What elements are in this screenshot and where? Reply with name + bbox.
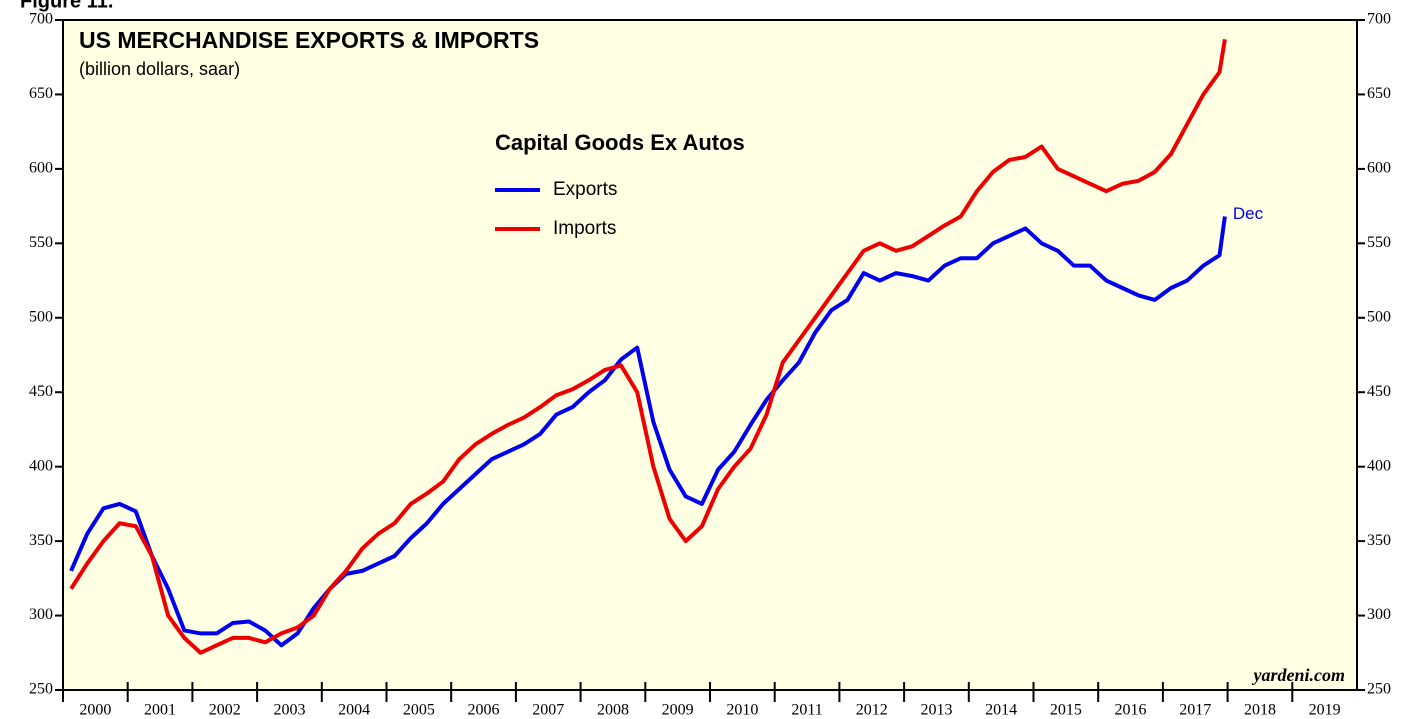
x-tick-label: 2011	[791, 702, 822, 719]
line-series	[69, 39, 1227, 655]
y-tick-label: 500	[29, 308, 53, 325]
x-tick-label: 2016	[1115, 702, 1147, 719]
x-tick-label: 2007	[532, 702, 564, 719]
y-tick-label: 450	[29, 383, 53, 400]
y-tick-label: 700	[29, 11, 53, 28]
legend-label: Imports	[553, 218, 616, 239]
y-tick-label: 350	[29, 532, 53, 549]
y-tick-label: 300	[29, 606, 53, 623]
x-tick-label: 2019	[1309, 702, 1341, 719]
x-tick-label: 2010	[726, 702, 758, 719]
x-tick-label: 2006	[468, 702, 500, 719]
plot-area	[62, 19, 1358, 691]
source: yardeni.com	[1252, 665, 1346, 685]
y2-tick-label: 650	[1367, 85, 1391, 102]
y-tick-label: 600	[29, 160, 53, 177]
y-tick-label: 650	[29, 85, 53, 102]
y-tick-label: 400	[29, 457, 53, 474]
line-series	[69, 216, 1227, 648]
x-tick-label: 2014	[985, 702, 1017, 719]
y2-tick-label: 350	[1367, 532, 1391, 549]
x-tick-label: 2017	[1179, 702, 1211, 719]
y-tick-label: 550	[29, 234, 53, 251]
y2-tick-label: 700	[1367, 11, 1391, 28]
x-tick-label: 2004	[338, 702, 370, 719]
y2-tick-label: 550	[1367, 234, 1391, 251]
legend-title: Capital Goods Ex Autos	[495, 130, 745, 155]
x-tick-label: 2018	[1244, 702, 1276, 719]
subtitle: (billion dollars, saar)	[79, 59, 240, 79]
x-tick-label: 2015	[1050, 702, 1082, 719]
y-tick-label: 250	[29, 681, 53, 698]
y2-tick-label: 600	[1367, 160, 1391, 177]
y2-tick-label: 300	[1367, 606, 1391, 623]
x-tick-label: 2008	[597, 702, 629, 719]
y2-tick-label: 500	[1367, 308, 1391, 325]
y2-tick-label: 400	[1367, 457, 1391, 474]
x-tick-label: 2012	[856, 702, 888, 719]
x-tick-label: 2002	[209, 702, 241, 719]
x-tick-label: 2005	[403, 702, 435, 719]
end-label: Dec	[1233, 204, 1264, 223]
x-tick-label: 2000	[79, 702, 111, 719]
x-tick-label: 2013	[920, 702, 952, 719]
y2-tick-label: 250	[1367, 681, 1391, 698]
figure-label: Figure 11.	[20, 0, 113, 12]
x-tick-label: 2009	[662, 702, 694, 719]
chart-title: US MERCHANDISE EXPORTS & IMPORTS	[79, 27, 539, 53]
legend-label: Exports	[553, 179, 617, 200]
x-tick-label: 2001	[144, 702, 176, 719]
y2-tick-label: 450	[1367, 383, 1391, 400]
x-tick-label: 2003	[273, 702, 305, 719]
